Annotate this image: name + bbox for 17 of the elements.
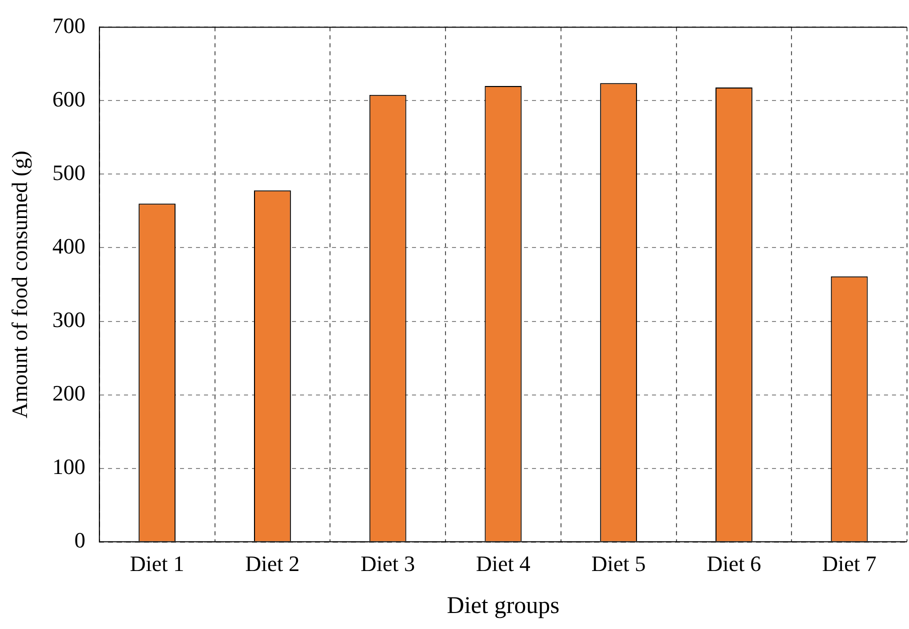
x-axis-title: Diet groups [446,592,560,619]
x-tick-label: Diet 5 [591,550,646,576]
y-axis-title: Amount of food consumed (g) [6,150,32,418]
x-tick-label: Diet 1 [130,550,184,576]
x-tick-label: Diet 2 [245,550,300,576]
y-tick-label: 500 [52,160,86,186]
y-tick-label: 600 [52,86,86,112]
y-tick-label: 700 [52,12,86,38]
x-tick-label: Diet 6 [706,550,762,576]
x-tick-label: Diet 7 [822,550,877,576]
y-tick-label: 0 [74,528,86,553]
x-tick-label: Diet 4 [476,550,530,576]
y-tick-label: 400 [52,234,86,259]
y-tick-label: 300 [52,307,86,332]
y-tick-label: 200 [52,380,86,406]
x-tick-label: Diet 3 [360,550,416,576]
y-tick-label: 100 [52,454,86,480]
